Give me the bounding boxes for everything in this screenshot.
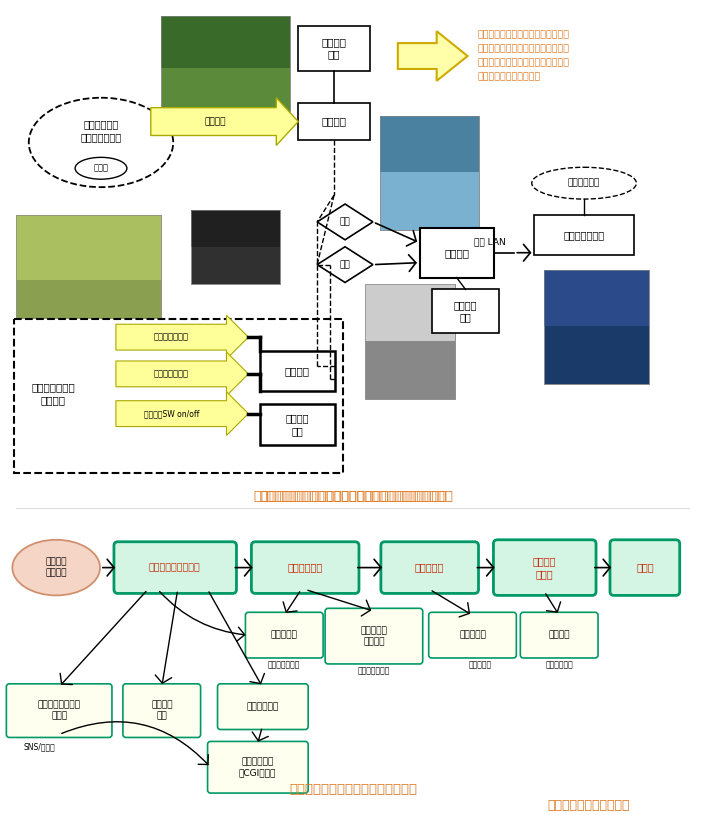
Bar — [419, 228, 494, 278]
Bar — [190, 210, 281, 284]
Text: 測定器設置: 測定器設置 — [459, 631, 486, 640]
FancyBboxPatch shape — [245, 612, 323, 658]
Text: バッテリー電圧: バッテリー電圧 — [154, 333, 189, 341]
Polygon shape — [116, 315, 248, 359]
Ellipse shape — [532, 167, 637, 199]
FancyBboxPatch shape — [252, 542, 359, 593]
Text: 図１　ソーラーポンプと監視システムの機器構成の一例: 図１ ソーラーポンプと監視システムの機器構成の一例 — [259, 490, 447, 503]
Text: 測定器手配: 測定器手配 — [415, 562, 444, 573]
Text: サーバの設定
（CGI設置）: サーバの設定 （CGI設置） — [239, 757, 276, 778]
FancyBboxPatch shape — [218, 684, 308, 729]
Text: 配線等: 配線等 — [636, 562, 654, 573]
FancyBboxPatch shape — [325, 608, 423, 664]
Text: 携帯電話回線: 携帯電話回線 — [568, 178, 600, 187]
Bar — [544, 270, 649, 384]
Text: 水位計: 水位計 — [94, 164, 109, 173]
Bar — [380, 116, 479, 172]
FancyBboxPatch shape — [429, 612, 516, 658]
Text: 無線親機・子機: 無線親機・子機 — [357, 667, 390, 676]
FancyBboxPatch shape — [381, 542, 479, 593]
Text: 電圧信号: 電圧信号 — [204, 117, 226, 126]
Polygon shape — [151, 98, 298, 145]
Text: 水位センサ: 水位センサ — [469, 660, 492, 669]
Bar — [14, 319, 343, 474]
Text: 圃場内通信
機器設定: 圃場内通信 機器設定 — [360, 626, 387, 646]
FancyBboxPatch shape — [493, 540, 596, 596]
Bar — [298, 103, 370, 140]
Polygon shape — [317, 204, 373, 240]
Bar — [380, 116, 479, 230]
Bar — [365, 284, 455, 399]
Text: 図１　ソーラーポンプと監視システムの機器構成の一例: 図１ ソーラーポンプと監視システムの機器構成の一例 — [253, 490, 453, 503]
Bar — [260, 403, 335, 446]
Text: 使用サービスの準備: 使用サービスの準備 — [149, 563, 201, 572]
Bar — [544, 270, 649, 326]
Text: 監視する信号。信号値の組み合わせ
が想定パターンと異なる場合に、必
要な揚水が行われておらず異常が発
生していると判断する。: 監視する信号。信号値の組み合わせ が想定パターンと異なる場合に、必 要な揚水が行… — [477, 31, 570, 82]
FancyBboxPatch shape — [207, 742, 308, 793]
Ellipse shape — [13, 540, 100, 596]
Text: 通信機器準備: 通信機器準備 — [288, 562, 323, 573]
Bar — [16, 215, 161, 280]
Bar — [161, 16, 290, 121]
Polygon shape — [317, 247, 373, 283]
Bar — [16, 215, 161, 344]
Bar — [190, 210, 281, 247]
Text: 無線子機: 無線子機 — [321, 117, 347, 126]
Text: 無線子機: 無線子機 — [285, 366, 309, 376]
Text: （島崎昌彦、向井章恵）: （島崎昌彦、向井章恵） — [548, 800, 630, 813]
Text: ルータ設定: ルータ設定 — [271, 631, 298, 640]
Text: 無線: 無線 — [340, 218, 350, 227]
Bar — [365, 284, 455, 399]
Text: システム
設置手順: システム 設置手順 — [45, 557, 67, 578]
FancyBboxPatch shape — [610, 540, 680, 596]
Text: セルラールータ: セルラールータ — [563, 230, 605, 240]
Text: フロートSW on/off: フロートSW on/off — [144, 409, 199, 418]
Text: SNS/メール: SNS/メール — [23, 742, 55, 751]
Bar — [380, 116, 479, 230]
Text: 図２　監視システム設置手順の概要: 図２ 監視システム設置手順の概要 — [289, 782, 417, 795]
Text: ヘッドタンク
（揚水タンク）: ヘッドタンク （揚水タンク） — [80, 119, 121, 142]
Text: ソーラー電源: ソーラー電源 — [545, 660, 573, 669]
Ellipse shape — [29, 98, 173, 187]
Text: 無線: 無線 — [340, 260, 350, 269]
Bar — [190, 210, 281, 284]
Text: セルラールータ: セルラールータ — [268, 660, 300, 669]
Text: 有線 LAN: 有線 LAN — [474, 237, 505, 246]
FancyBboxPatch shape — [520, 612, 598, 658]
Polygon shape — [116, 392, 248, 435]
Bar — [298, 26, 370, 71]
Polygon shape — [398, 31, 467, 81]
Text: 電源設置: 電源設置 — [548, 631, 570, 640]
Polygon shape — [116, 352, 248, 396]
Text: サーバの手配: サーバの手配 — [246, 703, 278, 711]
Ellipse shape — [75, 157, 127, 179]
Text: ポンプ供給電圧: ポンプ供給電圧 — [154, 369, 189, 378]
Text: 消費電力
見積り: 消費電力 見積り — [532, 557, 556, 579]
Bar — [260, 351, 335, 390]
Text: ソーラーポンプ
システム: ソーラーポンプ システム — [31, 382, 75, 405]
Bar — [16, 215, 161, 344]
Text: 無線親機: 無線親機 — [444, 248, 469, 258]
Text: ソーラー
電源: ソーラー 電源 — [321, 37, 347, 59]
Bar — [534, 215, 634, 255]
Bar — [161, 16, 290, 68]
Bar — [161, 16, 290, 121]
FancyBboxPatch shape — [123, 684, 201, 738]
Bar — [365, 284, 455, 341]
FancyBboxPatch shape — [6, 684, 112, 738]
FancyBboxPatch shape — [114, 542, 236, 593]
Bar — [544, 270, 649, 384]
Text: ソーラー
電源: ソーラー 電源 — [286, 413, 309, 436]
Bar — [431, 289, 499, 333]
Text: 通知用アカウント
の準備: 通知用アカウント の準備 — [37, 701, 80, 720]
Text: ソーラー
電源: ソーラー 電源 — [454, 300, 477, 323]
Text: 携帯回線
準備: 携帯回線 準備 — [151, 701, 173, 720]
